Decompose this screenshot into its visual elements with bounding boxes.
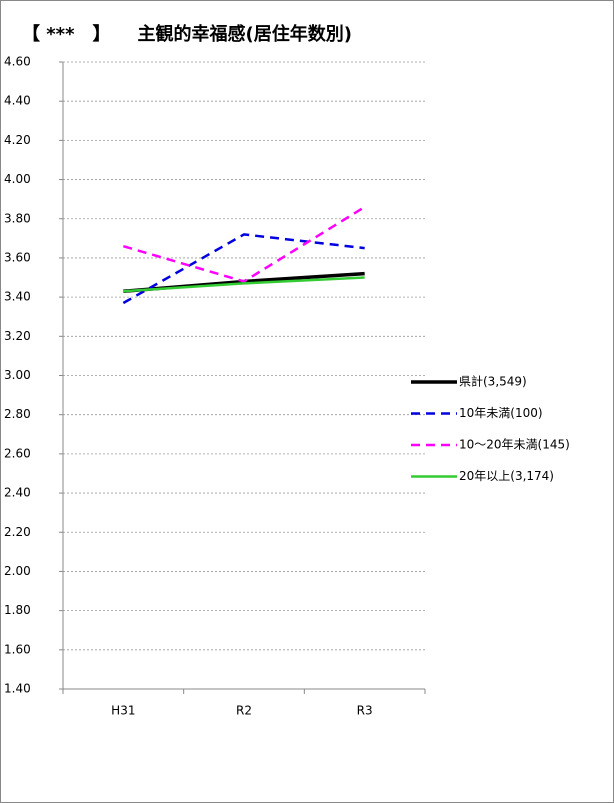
y-tick-label: 2.20 [4,525,31,539]
y-tick-label: 4.20 [4,133,31,147]
y-tick-label: 2.40 [4,486,31,500]
y-tick-label: 4.00 [4,172,31,186]
x-tick-label: R2 [236,704,252,718]
y-tick-label: 1.60 [4,642,31,656]
y-tick-label: 4.40 [4,94,31,108]
y-tick-label: 4.60 [4,55,31,69]
y-tick-label: 3.60 [4,250,31,264]
series-line [123,276,365,293]
legend-label: 県計(3,549) [459,374,527,389]
series-line [122,205,366,283]
y-tick-label: 3.20 [4,329,31,343]
series-line [122,233,365,305]
x-tick-label: R3 [357,704,373,718]
y-tick-label: 1.80 [4,603,31,617]
y-tick-label: 2.60 [4,446,31,460]
chart-title: 【 *** 】 主観的幸福感(居住年数別) [22,23,352,45]
y-tick-label: 1.40 [4,682,31,696]
legend-label: 10年未満(100) [459,406,543,420]
y-tick-label: 2.00 [4,564,31,578]
legend-label: 20年以上(3,174) [459,469,554,483]
y-tick-label: 2.80 [4,407,31,421]
y-tick-label: 3.80 [4,211,31,225]
legend-label: 10〜20年未満(145) [459,438,570,452]
x-tick-label: H31 [111,704,135,718]
y-tick-label: 3.40 [4,290,31,304]
y-tick-label: 3.00 [4,368,31,382]
